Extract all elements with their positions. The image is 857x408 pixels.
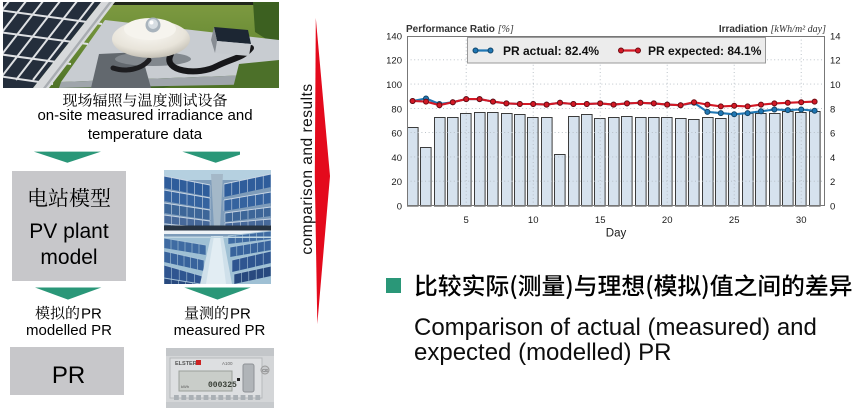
svg-text:25: 25 (729, 215, 740, 226)
svg-text:10: 10 (830, 80, 841, 91)
svg-text:0: 0 (830, 201, 835, 212)
svg-text:20: 20 (391, 177, 402, 188)
svg-text:PR: PR (81, 305, 102, 322)
svg-text:000325: 000325 (208, 381, 237, 390)
svg-text:6: 6 (830, 129, 835, 140)
svg-text:Day: Day (606, 228, 627, 240)
svg-text:14: 14 (830, 31, 841, 42)
svg-text:140: 140 (387, 31, 402, 42)
svg-text:100: 100 (387, 80, 402, 91)
svg-text:15: 15 (595, 215, 606, 226)
svg-text:kWh: kWh (181, 384, 189, 389)
svg-text:10: 10 (528, 215, 539, 226)
svg-text:80: 80 (391, 104, 402, 115)
svg-text:12: 12 (830, 56, 841, 67)
svg-text:ELSTER: ELSTER (175, 361, 197, 367)
svg-text:5: 5 (464, 215, 469, 226)
svg-text:2: 2 (830, 177, 835, 188)
svg-text:PR actual: 82.4%: PR actual: 82.4% (503, 44, 599, 58)
svg-text:120: 120 (387, 56, 402, 67)
svg-text:A100: A100 (222, 361, 233, 366)
svg-text:Performance Ratio [%]: Performance Ratio [%] (406, 24, 514, 35)
svg-text:CE: CE (262, 368, 268, 373)
svg-text:4: 4 (830, 153, 835, 164)
svg-text:60: 60 (391, 129, 402, 140)
svg-text:Irradiation [kWh/m² day]: Irradiation [kWh/m² day] (719, 24, 826, 35)
svg-text:30: 30 (796, 215, 807, 226)
svg-text:8: 8 (830, 104, 835, 115)
svg-text:PR expected: 84.1%: PR expected: 84.1% (648, 44, 762, 58)
svg-text:PR: PR (230, 305, 251, 322)
svg-text:0: 0 (397, 201, 402, 212)
svg-text:40: 40 (391, 153, 402, 164)
svg-text:20: 20 (662, 215, 673, 226)
